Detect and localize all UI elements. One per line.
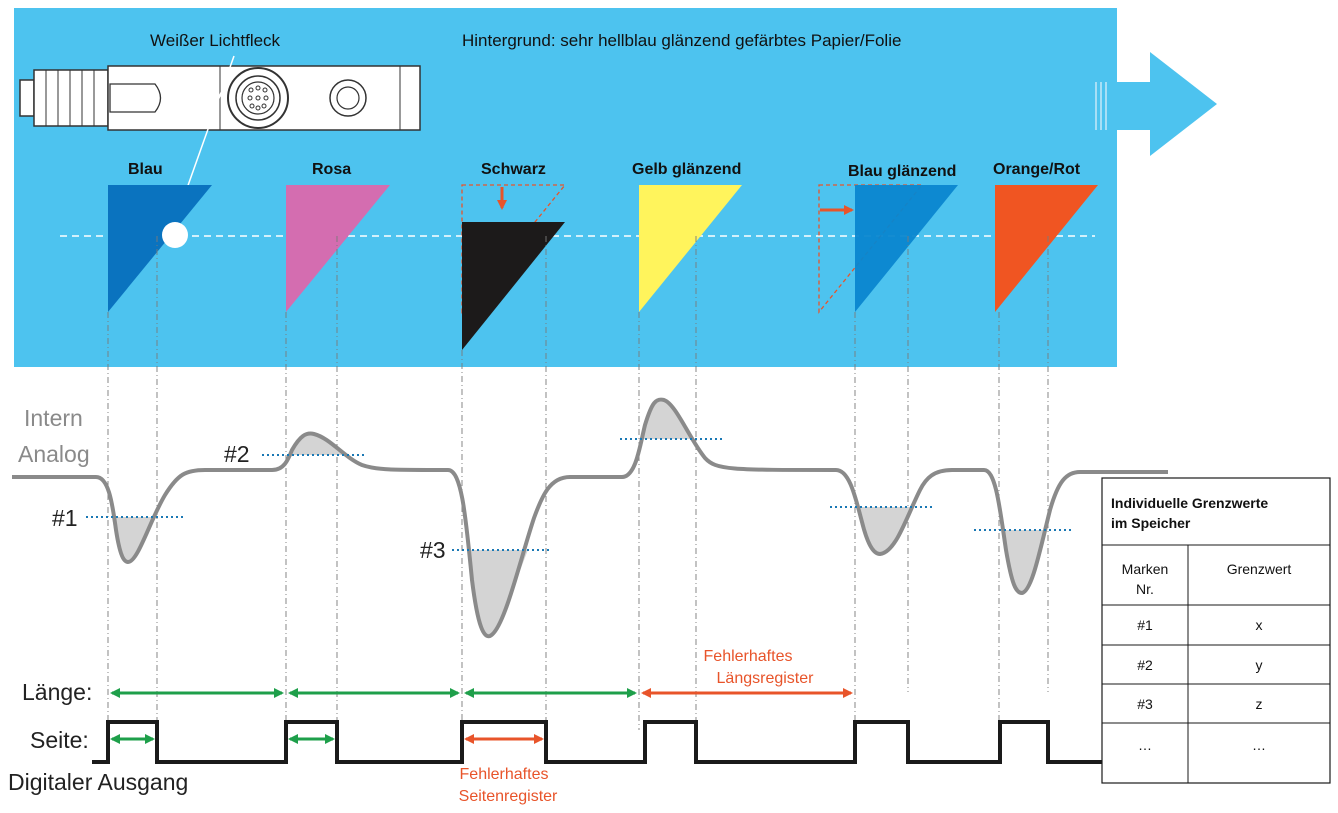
signal-label-analog: Analog	[18, 441, 90, 467]
light-spot	[162, 222, 188, 248]
table-row-value: z	[1256, 696, 1263, 712]
sensor-icon	[19, 65, 421, 131]
error-side-label-2: Seitenregister	[459, 788, 558, 805]
mark-blau-glaenzend	[855, 185, 958, 312]
error-side-label-1: Fehlerhaftes	[460, 766, 549, 783]
digital-output-waveform	[92, 720, 1175, 764]
mark-gelb	[639, 185, 742, 312]
mark-blau	[108, 185, 212, 312]
threshold-memory-table	[1101, 477, 1331, 784]
table-row-value: …	[1252, 737, 1266, 753]
background-label: Hintergrund: sehr hellblau glänzend gefä…	[462, 31, 901, 50]
table-row-nr: #1	[1137, 617, 1153, 633]
threshold-label-3: #3	[420, 537, 446, 563]
mark-label-rosa: Rosa	[312, 161, 351, 178]
mark-schwarz	[462, 222, 565, 350]
table-col2-header: Grenzwert	[1227, 561, 1292, 577]
threshold-lines	[86, 438, 1074, 551]
signal-shading	[112, 399, 1046, 637]
mark-label-blau-glaenzend: Blau glänzend	[848, 163, 956, 180]
side-label: Seite:	[30, 727, 89, 753]
mark-label-blau: Blau	[128, 161, 163, 178]
mark-rosa	[286, 185, 390, 312]
signal-label-intern: Intern	[24, 405, 83, 431]
transport-direction-arrow	[1088, 52, 1217, 156]
table-title-1: Individuelle Grenzwerte	[1111, 495, 1268, 511]
mark-label-schwarz: Schwarz	[481, 161, 546, 178]
table-row-value: y	[1256, 657, 1263, 673]
error-length-label-1: Fehlerhaftes	[704, 648, 793, 665]
table-row-nr: …	[1138, 737, 1152, 753]
mark-label-orange-rot: Orange/Rot	[993, 161, 1081, 178]
table-row-nr: #2	[1137, 657, 1153, 673]
mark-orange-rot	[995, 185, 1098, 312]
table-title-2: im Speicher	[1111, 515, 1191, 531]
threshold-label-2: #2	[224, 441, 250, 467]
light-spot-label: Weißer Lichtfleck	[150, 31, 281, 50]
table-col1-header-2: Nr.	[1136, 581, 1154, 597]
table-col1-header-1: Marken	[1122, 561, 1169, 577]
mark-label-gelb: Gelb glänzend	[632, 161, 741, 178]
table-row-nr: #3	[1137, 696, 1153, 712]
error-length-label-2: Längsregister	[717, 670, 815, 687]
digital-output-label: Digitaler Ausgang	[8, 769, 188, 795]
guide-lines	[107, 236, 1049, 730]
threshold-label-1: #1	[52, 505, 78, 531]
analog-signal-curve	[12, 397, 1168, 639]
table-row-value: x	[1256, 617, 1263, 633]
length-label: Länge:	[22, 679, 92, 705]
